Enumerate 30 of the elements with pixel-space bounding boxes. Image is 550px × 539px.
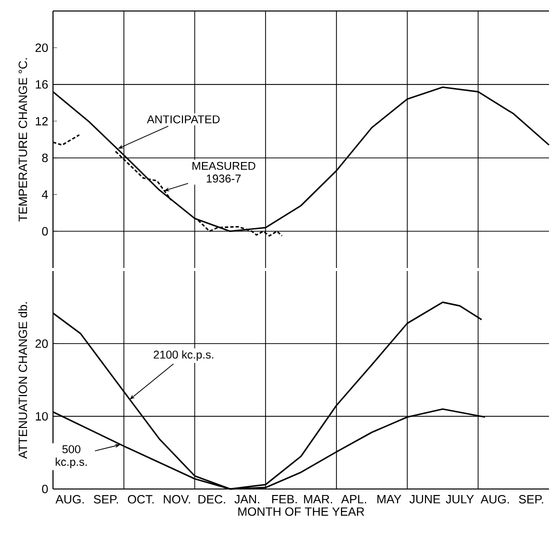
- x-tick-label: MAY: [377, 495, 402, 504]
- annotation: 2100 kc.p.s.: [154, 350, 214, 361]
- y-axis-title: ATTENUATION CHANGE db.: [18, 302, 28, 459]
- x-tick-label: DEC.: [198, 495, 226, 504]
- x-tick-label: OCT.: [128, 495, 154, 504]
- y-tick-label: 12: [36, 116, 48, 126]
- x-tick-label: JULY: [446, 495, 474, 504]
- x-tick-label: SEP.: [94, 495, 118, 504]
- y-tick-label: 0: [42, 484, 48, 494]
- x-tick-label: JAN.: [234, 495, 260, 504]
- x-tick-label: AUG.: [56, 495, 84, 504]
- x-tick-label: AUG.: [480, 495, 509, 504]
- y-tick-label: 20: [36, 339, 48, 348]
- y-tick-label: 16: [36, 80, 48, 89]
- y-tick-label: 10: [36, 412, 48, 421]
- x-tick-label: FEB.: [272, 495, 297, 504]
- annotation: MEASURED 1936-7: [192, 162, 256, 183]
- x-axis-title: MONTH OF THE YEAR: [238, 507, 364, 516]
- x-tick-label: JUNE: [410, 495, 440, 504]
- x-tick-label: MAR.: [304, 495, 332, 504]
- annotation: ANTICIPATED: [146, 115, 220, 124]
- y-tick-label: 0: [42, 227, 48, 236]
- x-tick-label: SEP.: [518, 495, 544, 504]
- y-axis-title: TEMPERATURE CHANGE °C.: [18, 58, 28, 222]
- annotation: 500 kc.p.s.: [56, 445, 87, 468]
- x-tick-label: NOV.: [164, 495, 190, 504]
- y-tick-label: 8: [42, 154, 48, 162]
- y-tick-label: 20: [36, 43, 48, 52]
- y-tick-label: 4: [42, 190, 48, 199]
- x-tick-label: APL.: [341, 495, 366, 504]
